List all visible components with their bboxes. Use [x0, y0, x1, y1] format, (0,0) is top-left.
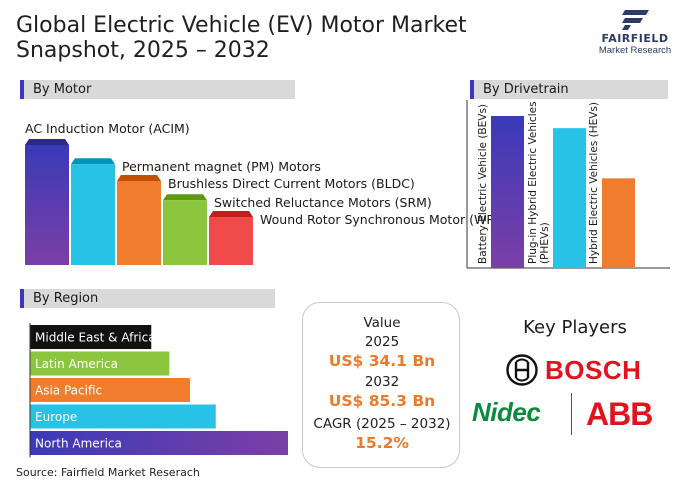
title-line-1: Global Electric Vehicle (EV) Motor Marke…: [16, 13, 467, 38]
fairfield-logo: FAIRFIELD Market Research: [585, 8, 685, 56]
motor-category-label: Brushless Direct Current Motors (BLDC): [168, 176, 415, 191]
region-bar: [30, 431, 288, 455]
drivetrain-bar: [491, 116, 524, 268]
source-note: Source: Fairfield Market Reserach: [16, 466, 200, 479]
section-header-motor: By Motor: [20, 80, 295, 99]
region-bar: [30, 378, 190, 402]
region-bar: [30, 351, 170, 376]
key-players-title: Key Players: [523, 317, 627, 338]
drivetrain-chart: Battery Electric Vehicle (BEVs) Plug-in H…: [466, 100, 670, 269]
key-players-divider: [571, 393, 572, 435]
region-category-label: Latin America: [35, 357, 118, 371]
motor-bar: [163, 200, 207, 265]
drivetrain-category-label: Battery Electric Vehicle (BEVs): [477, 104, 489, 264]
fairfield-logo-icon: [622, 10, 649, 30]
bosch-wordmark: BOSCH: [545, 355, 642, 385]
drivetrain-category-label: (PHEVs): [539, 222, 551, 264]
title-line-2: Snapshot, 2025 – 2032: [16, 38, 270, 63]
motor-bar-cap: [25, 139, 69, 145]
cagr-value: 15.2%: [355, 434, 409, 452]
motor-category-label: Wound Rotor Synchronous Motor (WRSM): [260, 212, 519, 227]
value-2025: US$ 34.1 Bn: [328, 352, 436, 370]
motor-category-label: Permanent magnet (PM) Motors: [122, 159, 321, 174]
motor-bar-cap: [71, 158, 115, 165]
logo-subtitle: Market Research: [598, 45, 672, 56]
motor-bar-cap: [117, 175, 161, 181]
market-value-box: Value 2025 US$ 34.1 Bn 2032 US$ 85.3 Bn …: [302, 302, 460, 468]
drivetrain-bar: [553, 128, 586, 268]
motor-category-label: AC Induction Motor (ACIM): [25, 121, 190, 136]
value-2032: US$ 85.3 Bn: [328, 392, 436, 410]
region-chart: Middle East & Africa Latin America Asia Pa…: [29, 323, 288, 458]
nidec-logo: Nidec: [472, 397, 541, 427]
region-bar: [30, 325, 152, 349]
section-header-region: By Region: [20, 289, 275, 308]
region-bar: [30, 404, 216, 429]
drivetrain-bar: [602, 178, 635, 268]
motor-bar: [25, 145, 69, 265]
motor-category-label: Switched Reluctance Motors (SRM): [214, 195, 432, 210]
year-2032: 2032: [364, 374, 400, 390]
motor-bar: [117, 181, 161, 265]
section-header-drivetrain: By Drivetrain: [470, 80, 668, 99]
year-2025: 2025: [364, 334, 400, 350]
drivetrain-category-label: Plug-in Hybrid Electric Vehicles: [527, 101, 539, 264]
bosch-armature-icon: [506, 354, 538, 386]
region-category-label: North America: [35, 437, 122, 451]
page-title: Global Electric Vehicle (EV) Motor Marke…: [16, 13, 536, 63]
logo-name: FAIRFIELD: [601, 32, 669, 45]
motor-bar-cap: [163, 194, 207, 201]
motor-chart: AC Induction Motor (ACIM) Permanent magne…: [25, 121, 519, 265]
motor-bar-cap: [209, 211, 253, 217]
region-category-label: Europe: [35, 410, 77, 424]
motor-bar: [209, 217, 253, 265]
drivetrain-category-label: Hybrid Electric Vehicles (HEVs): [588, 102, 600, 264]
abb-logo: ABB: [586, 396, 653, 432]
bosch-logo: BOSCH: [505, 353, 645, 387]
region-category-label: Asia Pacific: [35, 384, 102, 398]
region-category-label: Middle East & Africa: [35, 331, 156, 345]
value-label: Value: [363, 315, 401, 331]
motor-bar: [71, 164, 115, 265]
cagr-label: CAGR (2025 – 2032): [313, 416, 451, 432]
